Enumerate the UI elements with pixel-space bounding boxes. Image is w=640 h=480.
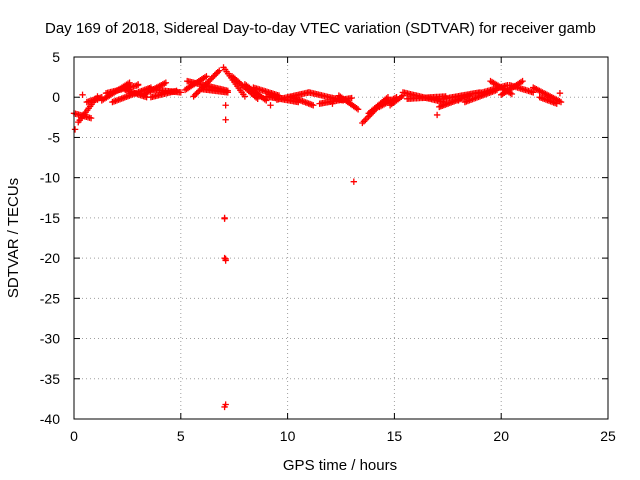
data-point (216, 67, 223, 74)
data-point (350, 178, 358, 185)
data-point (329, 100, 336, 107)
data-point (557, 98, 565, 106)
data-point (353, 105, 360, 112)
data-point (433, 111, 441, 119)
data-point (508, 90, 516, 98)
grid-lines (74, 57, 608, 419)
data-point (310, 102, 317, 109)
data-point (221, 215, 228, 222)
data-point (519, 77, 526, 85)
y-tick-label: -20 (40, 250, 60, 266)
data-point (553, 100, 560, 107)
axis-ticks: 0 5 10 15 20 25 5 0 -5 -10 -15 -20 -25 -30 -35 -40 (40, 49, 616, 444)
x-tick-label: 10 (280, 428, 296, 444)
data-point (384, 94, 392, 101)
data-point (267, 102, 274, 109)
data-point (455, 97, 462, 104)
data-point (348, 94, 355, 102)
data-point (177, 89, 184, 96)
x-tick-label: 0 (70, 428, 78, 444)
data-point (71, 126, 79, 133)
data-point (173, 87, 180, 94)
y-axis-label: SDTVAR / TECUs (5, 178, 22, 298)
data-point (94, 96, 101, 103)
data-point (222, 116, 229, 123)
y-tick-label: -40 (40, 411, 60, 427)
data-point (190, 93, 197, 100)
x-tick-label: 5 (177, 428, 185, 444)
data-point (241, 93, 249, 100)
data-point (222, 257, 229, 264)
x-axis-label: GPS time / hours (283, 457, 397, 474)
data-point (222, 102, 229, 109)
data-point (210, 73, 217, 80)
data-marks (70, 64, 565, 411)
y-tick-label: -15 (40, 210, 60, 226)
data-point (214, 68, 221, 76)
y-tick-label: 0 (52, 89, 60, 105)
x-tick-label: 15 (387, 428, 403, 444)
data-point (213, 70, 220, 77)
data-point (134, 81, 142, 88)
y-tick-label: 5 (52, 49, 60, 65)
x-tick-label: 25 (600, 428, 616, 444)
chart-title: Day 169 of 2018, Sidereal Day-to-day VTE… (45, 20, 596, 37)
data-point (79, 91, 86, 99)
y-tick-label: -5 (48, 129, 61, 145)
data-point (193, 90, 200, 97)
plot-frame (73, 56, 609, 420)
data-point (556, 90, 564, 97)
y-tick-label: -35 (40, 371, 60, 387)
y-tick-label: -30 (40, 331, 60, 347)
data-point (224, 89, 231, 96)
data-point (191, 91, 199, 99)
data-point (203, 73, 210, 80)
data-point (211, 72, 218, 79)
y-tick-label: -10 (40, 170, 60, 186)
y-tick-label: -25 (40, 290, 60, 306)
data-point (221, 403, 228, 411)
data-point (162, 79, 170, 86)
data-point (87, 114, 95, 122)
x-tick-label: 20 (493, 428, 509, 444)
data-point (354, 106, 362, 113)
